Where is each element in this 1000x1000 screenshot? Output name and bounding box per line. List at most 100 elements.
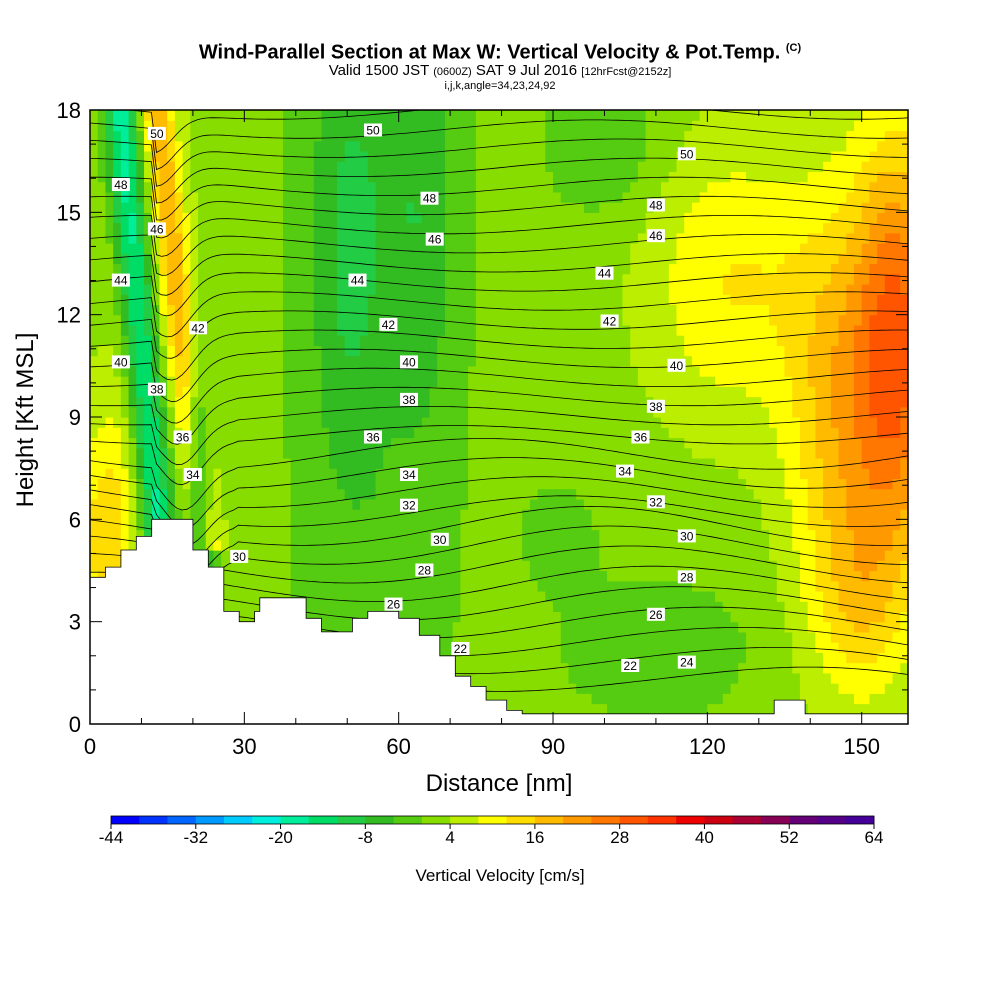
velocity-cell <box>205 550 215 561</box>
velocity-cell <box>614 693 624 705</box>
velocity-cell <box>553 283 562 295</box>
velocity-cell <box>290 437 299 449</box>
velocity-cell <box>630 314 639 326</box>
velocity-cell <box>553 478 562 490</box>
velocity-cell <box>823 693 832 705</box>
velocity-cell <box>745 693 755 705</box>
velocity-cell <box>815 396 824 408</box>
velocity-cell <box>144 335 153 346</box>
velocity-cell <box>352 570 361 582</box>
velocity-cell <box>892 468 901 479</box>
velocity-cell <box>522 631 531 643</box>
velocity-cell <box>583 621 593 633</box>
velocity-cell <box>838 417 847 428</box>
velocity-cell <box>406 601 415 613</box>
velocity-cell <box>421 437 431 449</box>
velocity-cell <box>568 345 577 357</box>
velocity-cell <box>576 539 585 551</box>
velocity-cell <box>414 468 423 479</box>
velocity-cell <box>375 601 384 613</box>
velocity-cell <box>236 488 245 500</box>
velocity-cell <box>159 457 168 469</box>
velocity-cell <box>128 253 137 265</box>
velocity-cell <box>607 457 616 469</box>
velocity-cell <box>676 386 685 398</box>
velocity-cell <box>653 283 662 295</box>
velocity-cell <box>468 243 477 254</box>
velocity-cell <box>799 693 809 705</box>
velocity-cell <box>653 601 662 613</box>
velocity-cell <box>414 519 423 531</box>
velocity-cell <box>691 376 701 387</box>
velocity-cell <box>298 417 307 428</box>
velocity-cell <box>614 652 624 664</box>
velocity-cell <box>614 478 624 490</box>
velocity-cell <box>205 406 215 418</box>
velocity-cell <box>799 652 809 664</box>
velocity-cell <box>290 570 299 582</box>
velocity-cell <box>877 427 886 439</box>
velocity-cell <box>259 427 269 439</box>
velocity-cell <box>715 406 724 418</box>
velocity-cell <box>699 560 708 572</box>
velocity-cell <box>336 283 346 295</box>
velocity-cell <box>414 580 423 592</box>
velocity-cell <box>290 590 299 602</box>
velocity-cell <box>298 304 307 316</box>
velocity-cell <box>838 345 847 357</box>
velocity-cell <box>352 550 361 561</box>
velocity-cell <box>884 509 894 520</box>
velocity-cell <box>846 365 855 377</box>
velocity-cell <box>383 468 392 479</box>
velocity-cell <box>769 406 778 418</box>
velocity-cell <box>228 273 238 285</box>
velocity-cell <box>699 468 708 479</box>
velocity-cell <box>344 335 353 346</box>
velocity-cell <box>97 498 107 510</box>
velocity-cell <box>784 621 793 633</box>
velocity-cell <box>120 335 130 346</box>
velocity-cell <box>653 376 662 387</box>
velocity-cell <box>853 488 863 500</box>
velocity-cell <box>545 519 554 531</box>
velocity-cell <box>637 406 647 418</box>
velocity-cell <box>576 672 585 684</box>
velocity-cell <box>97 509 107 520</box>
velocity-cell <box>722 345 732 357</box>
velocity-cell <box>622 376 631 387</box>
velocity-cell <box>352 519 361 531</box>
velocity-cell <box>537 611 546 623</box>
velocity-cell <box>205 335 215 346</box>
velocity-cell <box>398 283 407 295</box>
velocity-cell <box>298 437 307 449</box>
velocity-cell <box>298 427 307 439</box>
velocity-cell <box>614 570 624 582</box>
velocity-cell <box>830 335 840 346</box>
velocity-cell <box>861 570 871 582</box>
velocity-cell <box>429 447 438 459</box>
velocity-cell <box>684 345 693 357</box>
velocity-cell <box>136 335 145 346</box>
velocity-cell <box>537 703 546 715</box>
velocity-cell <box>344 406 353 418</box>
velocity-cell <box>838 427 847 439</box>
velocity-cell <box>522 437 531 449</box>
velocity-cell <box>522 703 531 715</box>
velocity-cell <box>390 529 400 541</box>
velocity-cell <box>568 427 577 439</box>
velocity-cell <box>491 345 500 357</box>
velocity-cell <box>784 529 793 541</box>
velocity-cell <box>769 611 778 623</box>
velocity-cell <box>275 427 284 439</box>
velocity-cell <box>522 457 531 469</box>
velocity-cell <box>90 427 99 439</box>
velocity-cell <box>545 570 554 582</box>
velocity-cell <box>275 437 284 449</box>
velocity-cell <box>506 396 516 408</box>
velocity-cell <box>221 529 230 541</box>
velocity-cell <box>336 550 346 561</box>
velocity-cell <box>583 253 593 265</box>
velocity-cell <box>198 294 207 306</box>
velocity-cell <box>475 376 485 387</box>
velocity-cell <box>452 550 462 561</box>
